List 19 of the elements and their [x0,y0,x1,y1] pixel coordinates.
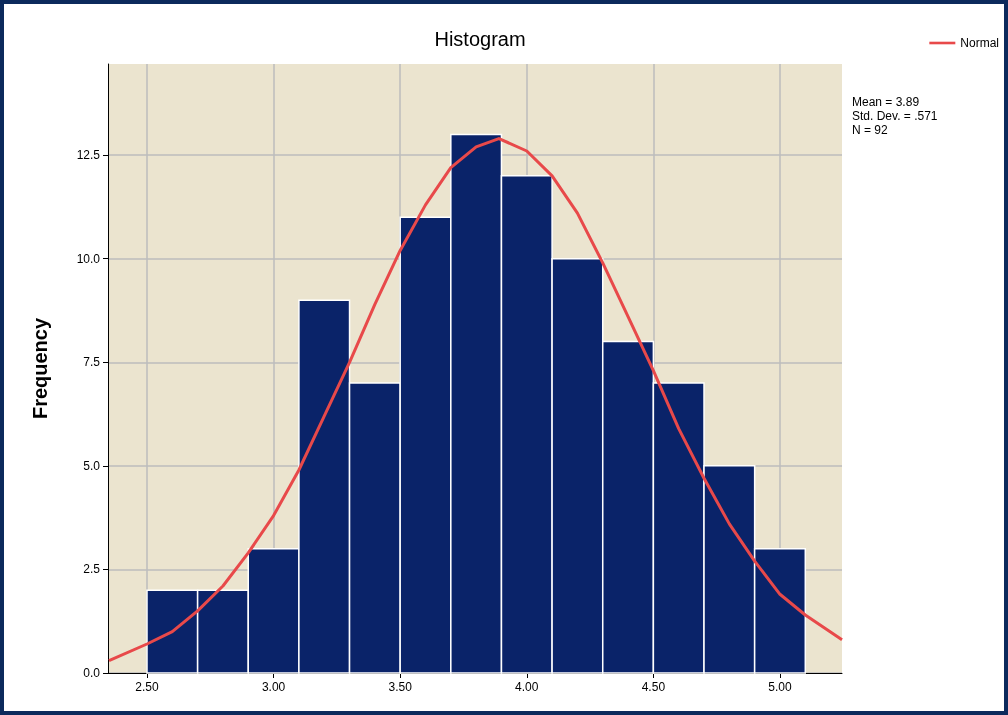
x-tick-label: 4.00 [515,680,539,694]
x-tick-label: 5.00 [768,680,792,694]
legend-label: Normal [960,36,999,50]
text: N = 92 [852,123,889,137]
y-tick-label: 7.5 [83,355,101,370]
y-tick-label: 0.0 [83,666,101,680]
line-series [107,137,844,663]
x-tick-label: 3.50 [388,680,413,694]
y-tick-label: 12.5 [76,148,101,163]
chart-title: Histogram [434,28,526,50]
text: Std. Dev. = .571 [852,109,938,123]
y-tick-label: 5.0 [83,458,101,473]
y-tick-label: 10.0 [76,251,101,266]
x-tick-label: 2.50 [135,680,159,694]
y-axis-title: Frequency [29,317,51,420]
x-tick-label: 3.00 [261,680,286,694]
y-tick-label: 2.5 [83,562,101,577]
text: Mean = 3.89 [852,95,920,109]
x-tick-label: 4.50 [641,680,666,694]
